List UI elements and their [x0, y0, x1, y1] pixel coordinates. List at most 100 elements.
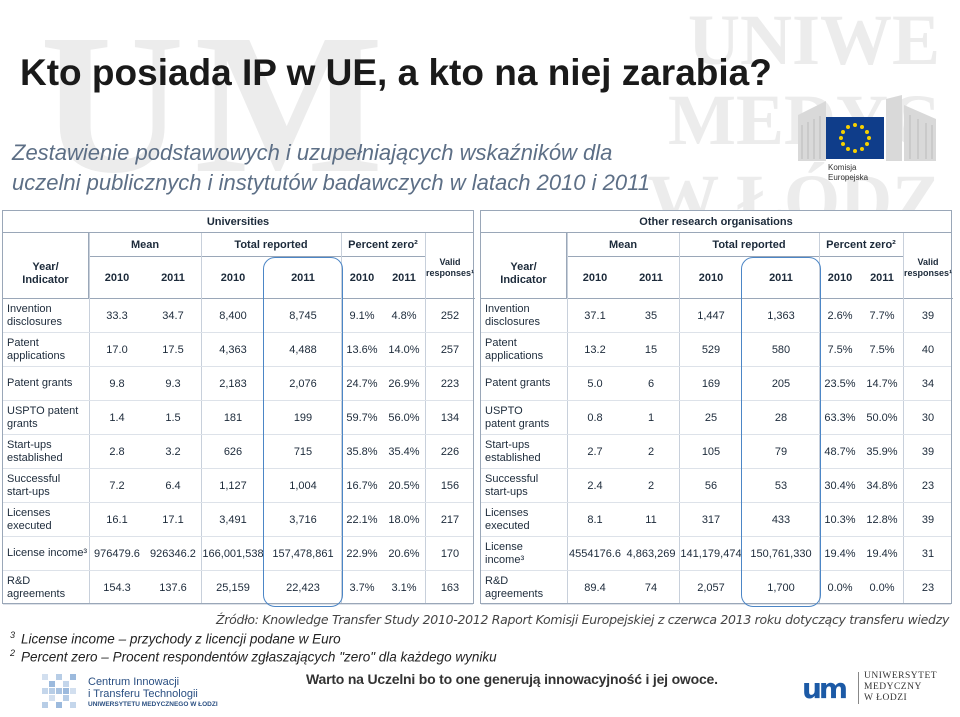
table-cell: 2,183 — [219, 377, 247, 390]
indicator-line: USPTO — [485, 404, 523, 417]
table-row: Start-ups established 2.7 2 105 79 48.7% 35.9% 3… — [481, 435, 951, 469]
table-cell: 48.7% — [824, 445, 856, 458]
table-cell: 181 — [223, 411, 243, 424]
table-cell: 13.6% — [346, 343, 378, 356]
table-row: Patent applications 13.2 15 529 580 7.5% 7.5% 40 — [481, 333, 951, 367]
table-cell: 11 — [645, 513, 657, 526]
table-cell: 8.1 — [587, 513, 603, 526]
group-header-total: Total reported — [201, 233, 341, 257]
table-cell: 1,127 — [219, 479, 247, 492]
table-cell: 28 — [774, 411, 788, 424]
table-cell: 6 — [647, 377, 655, 390]
group-header-mean: Mean — [567, 233, 679, 257]
table-row: Licenses executed 8.1 11 317 433 10.3% 12.8% 39 — [481, 503, 951, 537]
ec-caption-line: Komisja — [828, 163, 857, 172]
table-cell: 3,716 — [289, 513, 317, 526]
table-cell: 23 — [921, 479, 935, 492]
table-cell: 169 — [701, 377, 721, 390]
table-cell: 4,363 — [219, 343, 247, 356]
row-indicator-label: Start-ups established — [485, 435, 541, 468]
table-cell: 2.4 — [587, 479, 603, 492]
indicator-line: disclosures — [7, 315, 63, 328]
eu-flag-icon — [826, 117, 884, 159]
indicator-header-line: Year/ — [32, 261, 59, 273]
table-cell: 39 — [921, 513, 935, 526]
table-cell: 7.7% — [869, 309, 895, 322]
table-cell: 15 — [644, 343, 658, 356]
ec-caption: Komisja Europejska — [828, 163, 868, 183]
table-cell: 7.2 — [109, 479, 125, 492]
row-indicator-label: License income³ — [485, 537, 524, 570]
table-cell: 12.8% — [866, 513, 898, 526]
table-cell: 0.0% — [827, 581, 853, 594]
table-cell: 10.3% — [824, 513, 856, 526]
table-cell: 580 — [771, 343, 791, 356]
table-cell: 257 — [440, 343, 460, 356]
table-cell: 134 — [440, 411, 460, 424]
indicator-header-line: Indicator — [500, 274, 547, 286]
table-cell: 4,488 — [289, 343, 317, 356]
year-header: 2011 — [861, 257, 903, 299]
row-indicator-label: Patent applications — [485, 333, 543, 366]
table-cell: 2.6% — [827, 309, 853, 322]
um-lodz-logo: um UNIWERSYTET MEDYCZNY W ŁODZI — [800, 668, 940, 708]
table-cell: 170 — [440, 547, 460, 560]
table-row: R&D agreements 154.3 137.6 25,159 22,423 3.7% 3… — [3, 571, 473, 605]
table-cell: 35.4% — [388, 445, 420, 458]
grid-squares-icon — [42, 674, 78, 710]
table-cell: 137.6 — [159, 581, 187, 594]
column-divider — [341, 233, 342, 603]
row-indicator-label: Licenses executed — [7, 503, 52, 536]
um-logo-line: W ŁODZI — [864, 693, 908, 703]
european-commission-logo: Komisja Europejska — [798, 95, 938, 195]
table-cell: 3.2 — [165, 445, 181, 458]
indicator-line: Successful — [7, 472, 61, 485]
table-cell: 3,491 — [219, 513, 247, 526]
year-header: 2010 — [567, 257, 623, 299]
indicator-line: Patent grants — [485, 377, 551, 389]
row-indicator-label: USPTO patent grants — [485, 401, 549, 434]
table-cell: 26.9% — [388, 377, 420, 390]
table-row: Invention disclosures 37.1 35 1,447 1,363 2.6%… — [481, 299, 951, 333]
logo-divider — [858, 672, 859, 704]
group-header-mean: Mean — [89, 233, 201, 257]
row-indicator-label: Successful start-ups — [7, 469, 60, 502]
row-indicator-label: R&D agreements — [7, 571, 65, 604]
um-logo-line: UNIWERSYTET — [864, 671, 938, 681]
table-cell: 22.1% — [346, 513, 378, 526]
table-cell: 105 — [701, 445, 721, 458]
row-indicator-label: Invention disclosures — [7, 299, 62, 332]
table-cell: 150,761,330 — [750, 547, 812, 560]
row-indicator-label: R&D agreements — [485, 571, 543, 604]
table-cell: 16.1 — [106, 513, 128, 526]
table-cell: 8,400 — [219, 309, 247, 322]
table-cell: 9.8 — [109, 377, 125, 390]
table-cell: 2,076 — [289, 377, 317, 390]
table-cell: 56.0% — [388, 411, 420, 424]
table-cell: 156 — [440, 479, 460, 492]
table-cell: 22,423 — [286, 581, 320, 594]
ec-caption-line: Europejska — [828, 173, 869, 182]
table-cell: 2 — [647, 445, 655, 458]
table-cell: 317 — [701, 513, 721, 526]
footnote-percent-zero: 2 Percent zero – Procent respondentów zgł… — [10, 648, 497, 665]
indicator-header-line: Year/ — [510, 261, 537, 273]
table-cell: 19.4% — [824, 547, 856, 560]
year-header: 2010 — [819, 257, 861, 299]
footer-slogan: Warto na Uczelni bo to one generują inno… — [306, 671, 718, 687]
table-row: Patent grants 5.0 6 169 205 23.5% 14.7% 34 — [481, 367, 951, 401]
table-cell: 14.7% — [866, 377, 898, 390]
table-cell: 226 — [440, 445, 460, 458]
indicator-line: USPTO patent — [7, 404, 79, 417]
table-row: Successful start-ups 2.4 2 56 53 30.4% 34.8% 23 — [481, 469, 951, 503]
indicator-line: applications — [7, 349, 66, 362]
group-header-percent: Percent zero² — [341, 233, 425, 257]
table-cell: 35.9% — [866, 445, 898, 458]
table-cell: 7.5% — [827, 343, 853, 356]
table-cell: 23 — [921, 581, 935, 594]
indicator-line: grants — [7, 417, 38, 430]
table-cell: 74 — [644, 581, 658, 594]
table-cell: 63.3% — [824, 411, 856, 424]
table-cell: 4,863,269 — [626, 547, 676, 560]
table-row: Patent grants 9.8 9.3 2,183 2,076 24.7% 26.9% 2… — [3, 367, 473, 401]
